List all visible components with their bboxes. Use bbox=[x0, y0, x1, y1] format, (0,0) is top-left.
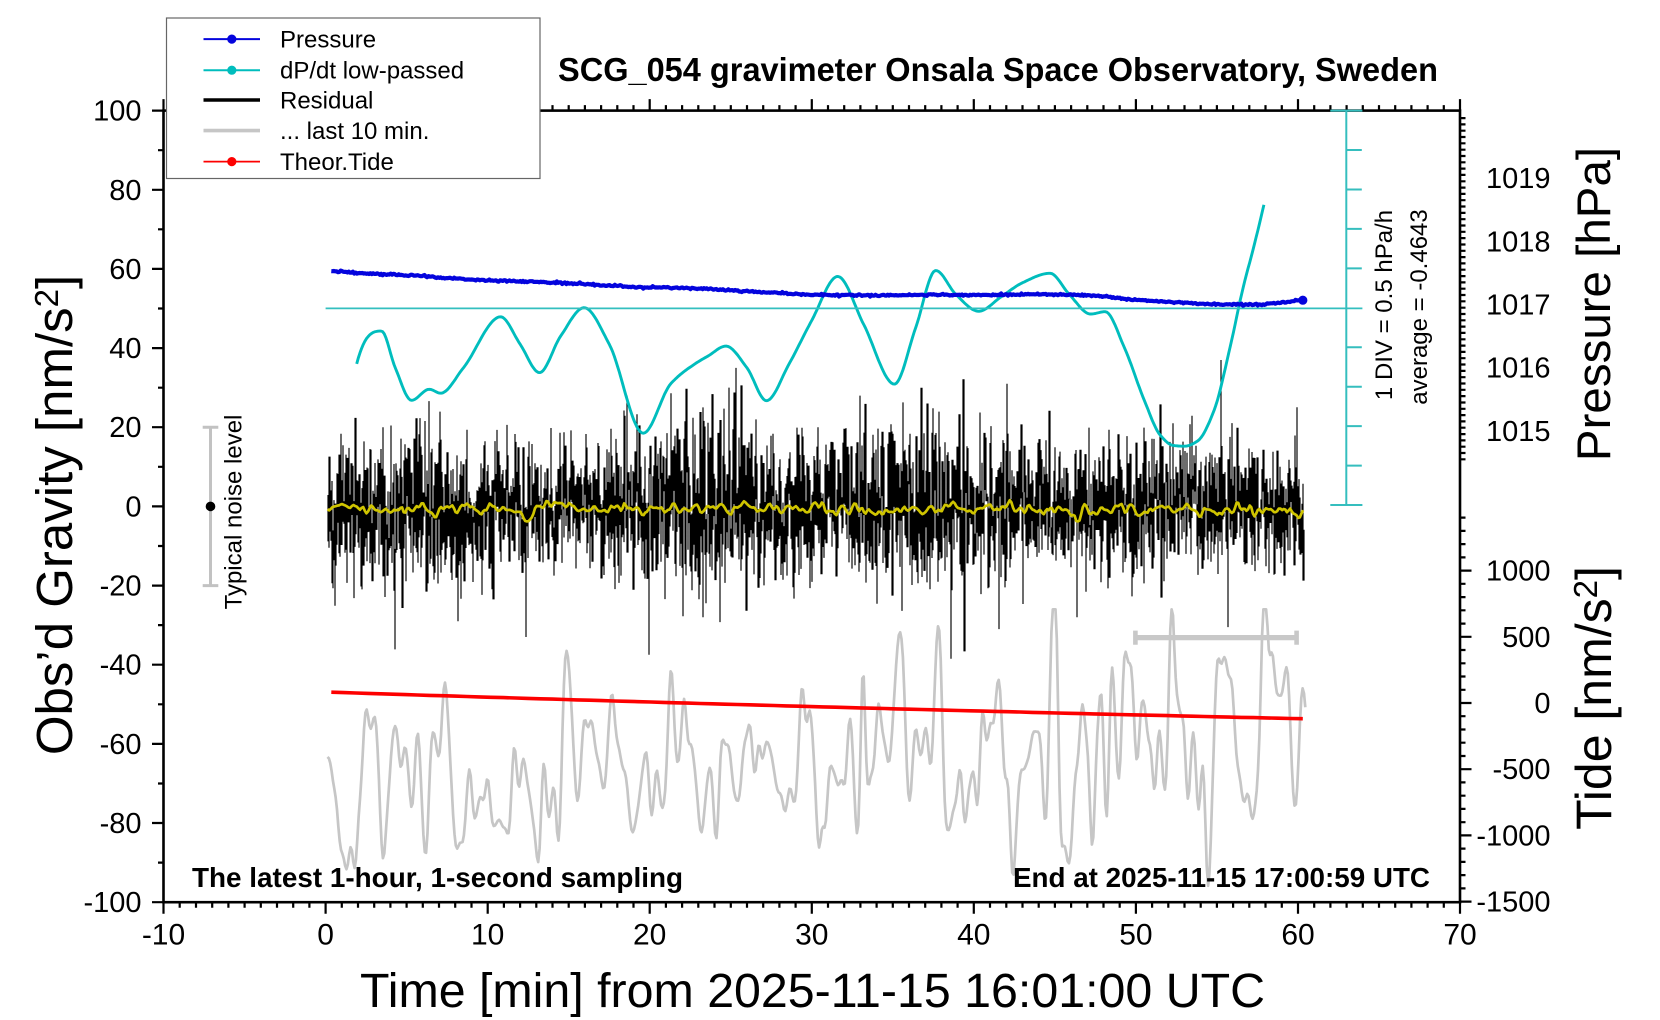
svg-text:20: 20 bbox=[633, 919, 666, 952]
svg-text:-100: -100 bbox=[83, 887, 141, 919]
svg-text:-60: -60 bbox=[100, 729, 142, 761]
svg-text:SCG_054 gravimeter Onsala Spac: SCG_054 gravimeter Onsala Space Observat… bbox=[558, 51, 1438, 88]
svg-text:70: 70 bbox=[1443, 919, 1476, 952]
svg-text:1019: 1019 bbox=[1486, 163, 1551, 195]
svg-text:-10: -10 bbox=[142, 919, 185, 952]
svg-text:1015: 1015 bbox=[1486, 416, 1551, 448]
svg-text:100: 100 bbox=[93, 96, 141, 128]
svg-text:60: 60 bbox=[109, 254, 141, 286]
svg-text:1000: 1000 bbox=[1486, 556, 1551, 588]
svg-text:80: 80 bbox=[109, 175, 141, 207]
svg-text:average = -0.4643: average = -0.4643 bbox=[1406, 209, 1433, 404]
svg-text:Residual: Residual bbox=[280, 88, 373, 115]
svg-text:Pressure [hPa]: Pressure [hPa] bbox=[1568, 147, 1621, 461]
svg-text:-80: -80 bbox=[100, 808, 142, 840]
svg-text:Obs’d Gravity [nm/s2]: Obs’d Gravity [nm/s2] bbox=[26, 275, 83, 755]
svg-text:-40: -40 bbox=[100, 650, 142, 682]
svg-text:1 DIV = 0.5 hPa/h: 1 DIV = 0.5 hPa/h bbox=[1371, 210, 1398, 400]
svg-text:50: 50 bbox=[1119, 919, 1152, 952]
svg-text:10: 10 bbox=[471, 919, 504, 952]
svg-text:-500: -500 bbox=[1492, 754, 1550, 786]
svg-text:500: 500 bbox=[1502, 622, 1550, 654]
svg-text:20: 20 bbox=[109, 412, 141, 444]
svg-text:Typical noise level: Typical noise level bbox=[221, 415, 248, 610]
svg-text:40: 40 bbox=[109, 333, 141, 365]
svg-text:1017: 1017 bbox=[1486, 290, 1551, 322]
svg-text:1016: 1016 bbox=[1486, 353, 1551, 385]
svg-text:0: 0 bbox=[125, 491, 141, 523]
svg-text:Theor.Tide: Theor.Tide bbox=[280, 149, 394, 176]
svg-text:The latest 1-hour, 1-second sa: The latest 1-hour, 1-second sampling bbox=[192, 862, 683, 893]
svg-text:... last 10 min.: ... last 10 min. bbox=[280, 118, 429, 145]
svg-text:-1500: -1500 bbox=[1476, 887, 1550, 919]
svg-text:-20: -20 bbox=[100, 571, 142, 603]
svg-text:Pressure: Pressure bbox=[280, 27, 376, 54]
svg-text:40: 40 bbox=[957, 919, 990, 952]
svg-text:End at 2025-11-15 17:00:59 UTC: End at 2025-11-15 17:00:59 UTC bbox=[1013, 862, 1430, 893]
svg-text:-1000: -1000 bbox=[1476, 820, 1550, 852]
svg-text:0: 0 bbox=[1534, 688, 1550, 720]
svg-text:Time [min] from 2025-11-15 16:: Time [min] from 2025-11-15 16:01:00 UTC bbox=[360, 965, 1265, 1018]
svg-text:30: 30 bbox=[795, 919, 828, 952]
svg-text:60: 60 bbox=[1281, 919, 1314, 952]
svg-text:Tide [nm/s2]: Tide [nm/s2] bbox=[1566, 566, 1622, 830]
svg-text:0: 0 bbox=[317, 919, 334, 952]
svg-text:1018: 1018 bbox=[1486, 226, 1551, 258]
svg-text:dP/dt low-passed: dP/dt low-passed bbox=[280, 58, 464, 85]
